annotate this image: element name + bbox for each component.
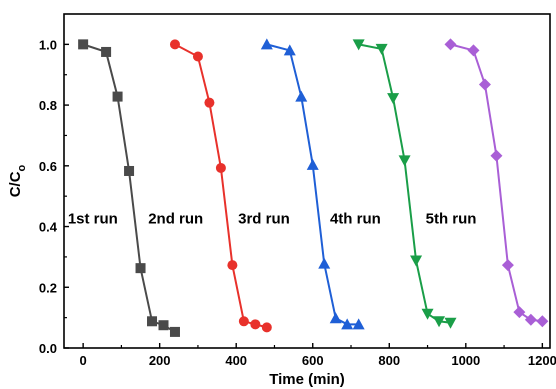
data-point [169,326,180,337]
data-point [524,313,537,326]
y-tick-label: 0.6 [39,159,57,174]
data-point [192,51,203,62]
data-point [101,46,112,57]
x-tick-label: 1000 [451,353,480,368]
data-point [238,316,249,327]
data-point [433,316,446,328]
y-tick-label: 0.2 [39,280,57,295]
data-point [295,90,308,102]
series-line [450,43,543,323]
series-1 [78,39,180,337]
x-tick-label: 800 [378,353,400,368]
data-point [444,38,457,51]
data-point [352,39,365,51]
data-point [250,319,261,330]
data-point [124,165,135,176]
axis-ticks [64,43,544,349]
y-axis-title-subscript: o [16,164,28,171]
plot-border [63,13,551,349]
y-tick-label: 0.8 [39,98,57,113]
data-point [135,263,146,274]
plot-frame [63,13,551,349]
data-point [387,93,400,105]
x-tick-label: 200 [149,353,171,368]
data-point [341,318,354,330]
series-2 [169,39,272,333]
series-line [174,43,268,329]
data-point [352,318,365,330]
run-label-3: 3rd run [238,211,290,228]
run-label-2: 2nd run [148,211,203,228]
y-axis-title-main: C/C [7,171,24,197]
data-point [501,259,514,272]
data-point [513,306,526,319]
data-point [536,315,549,328]
data-point [467,44,480,57]
y-tick-label: 0.0 [39,341,57,356]
x-axis-title: Time (min) [269,371,345,388]
y-tick-label: 1.0 [39,37,57,52]
data-point [421,308,434,320]
run-label-5: 5th run [426,211,477,228]
series-layer [78,38,549,337]
series-3 [260,38,365,330]
series-line [82,43,176,333]
data-point [112,91,123,102]
y-axis-title: C/Co [7,164,28,197]
data-point [490,149,503,162]
y-tick-label: 0.4 [39,220,58,235]
data-point [147,316,158,327]
data-point [410,255,423,267]
data-point [169,39,180,50]
data-point [158,320,169,331]
data-point [318,257,331,269]
data-point [306,158,319,170]
data-point [260,38,273,50]
data-point [444,317,457,329]
tick-labels: 0 200 400 600 800 1000 1200 0.0 0.2 0.4 0.6 0.8 1.0 [39,37,556,368]
series-line [266,43,359,326]
data-point [215,162,226,173]
data-point [329,312,342,324]
data-point [375,43,388,55]
x-tick-label: 600 [302,353,324,368]
series-4 [352,39,457,329]
run-label-1: 1st run [68,211,118,228]
x-tick-label: 1200 [528,353,556,368]
series-line [358,43,451,324]
run-label-4: 4th run [330,211,381,228]
data-point [78,39,89,50]
data-point [398,155,411,167]
run-labels: 1st run 2nd run 3rd run 4th run 5th run [68,211,477,228]
data-point [204,97,215,108]
x-tick-label: 400 [225,353,247,368]
series-5 [444,38,549,328]
data-point [261,322,272,333]
data-point [478,78,491,91]
data-point [283,44,296,56]
data-point [227,260,238,271]
x-tick-label: 0 [80,353,87,368]
